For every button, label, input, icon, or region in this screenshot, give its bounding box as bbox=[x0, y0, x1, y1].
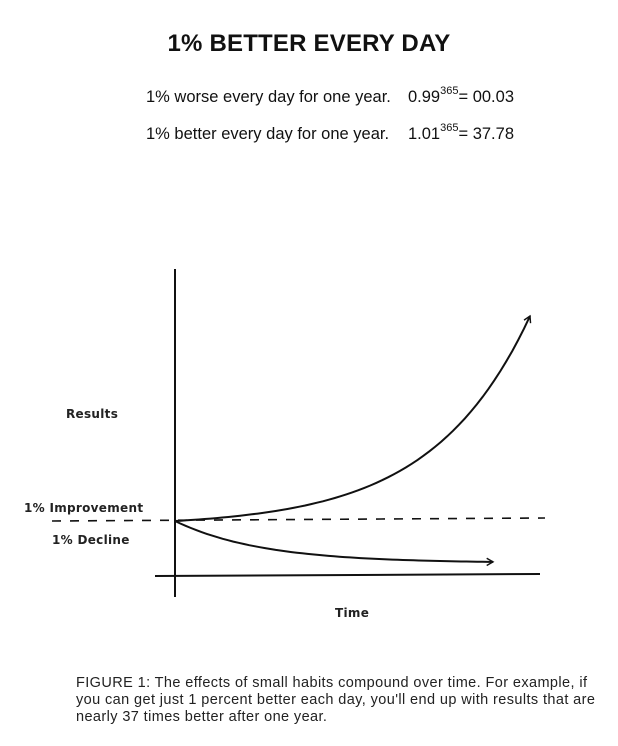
decline-curve bbox=[174, 520, 495, 567]
equation-worse: 1% worse every day for one year. 0.99365… bbox=[146, 85, 514, 107]
equation-worse-expression: 0.99365= 00.03 bbox=[408, 85, 514, 107]
equation-better-expression: 1.01365= 37.78 bbox=[408, 122, 514, 144]
equation-better-result: = 37.78 bbox=[458, 125, 514, 143]
x-axis bbox=[154, 573, 541, 577]
y-axis-label: Results bbox=[66, 407, 118, 421]
equation-worse-base: 0.99 bbox=[408, 88, 441, 106]
series-label-improvement: 1% Improvement bbox=[24, 501, 143, 515]
equation-better-base: 1.01 bbox=[408, 125, 441, 143]
compound-growth-chart: Results Time 1% Improvement 1% Decline bbox=[24, 269, 546, 620]
x-axis-label: Time bbox=[335, 606, 369, 620]
baseline-dashed-line bbox=[51, 517, 546, 522]
equation-worse-exponent: 365 bbox=[440, 85, 459, 97]
page-title: 1% BETTER EVERY DAY bbox=[167, 30, 451, 57]
equation-better: 1% better every day for one year. 1.0136… bbox=[146, 122, 514, 144]
equation-better-exponent: 365 bbox=[440, 122, 459, 134]
equation-worse-result: = 00.03 bbox=[458, 88, 514, 106]
equation-worse-label: 1% worse every day for one year. bbox=[146, 88, 391, 106]
improvement-curve bbox=[174, 314, 532, 522]
figure-caption: FIGURE 1: The effects of small habits co… bbox=[76, 675, 596, 725]
series-label-decline: 1% Decline bbox=[52, 533, 130, 547]
equation-better-label: 1% better every day for one year. bbox=[146, 125, 390, 143]
